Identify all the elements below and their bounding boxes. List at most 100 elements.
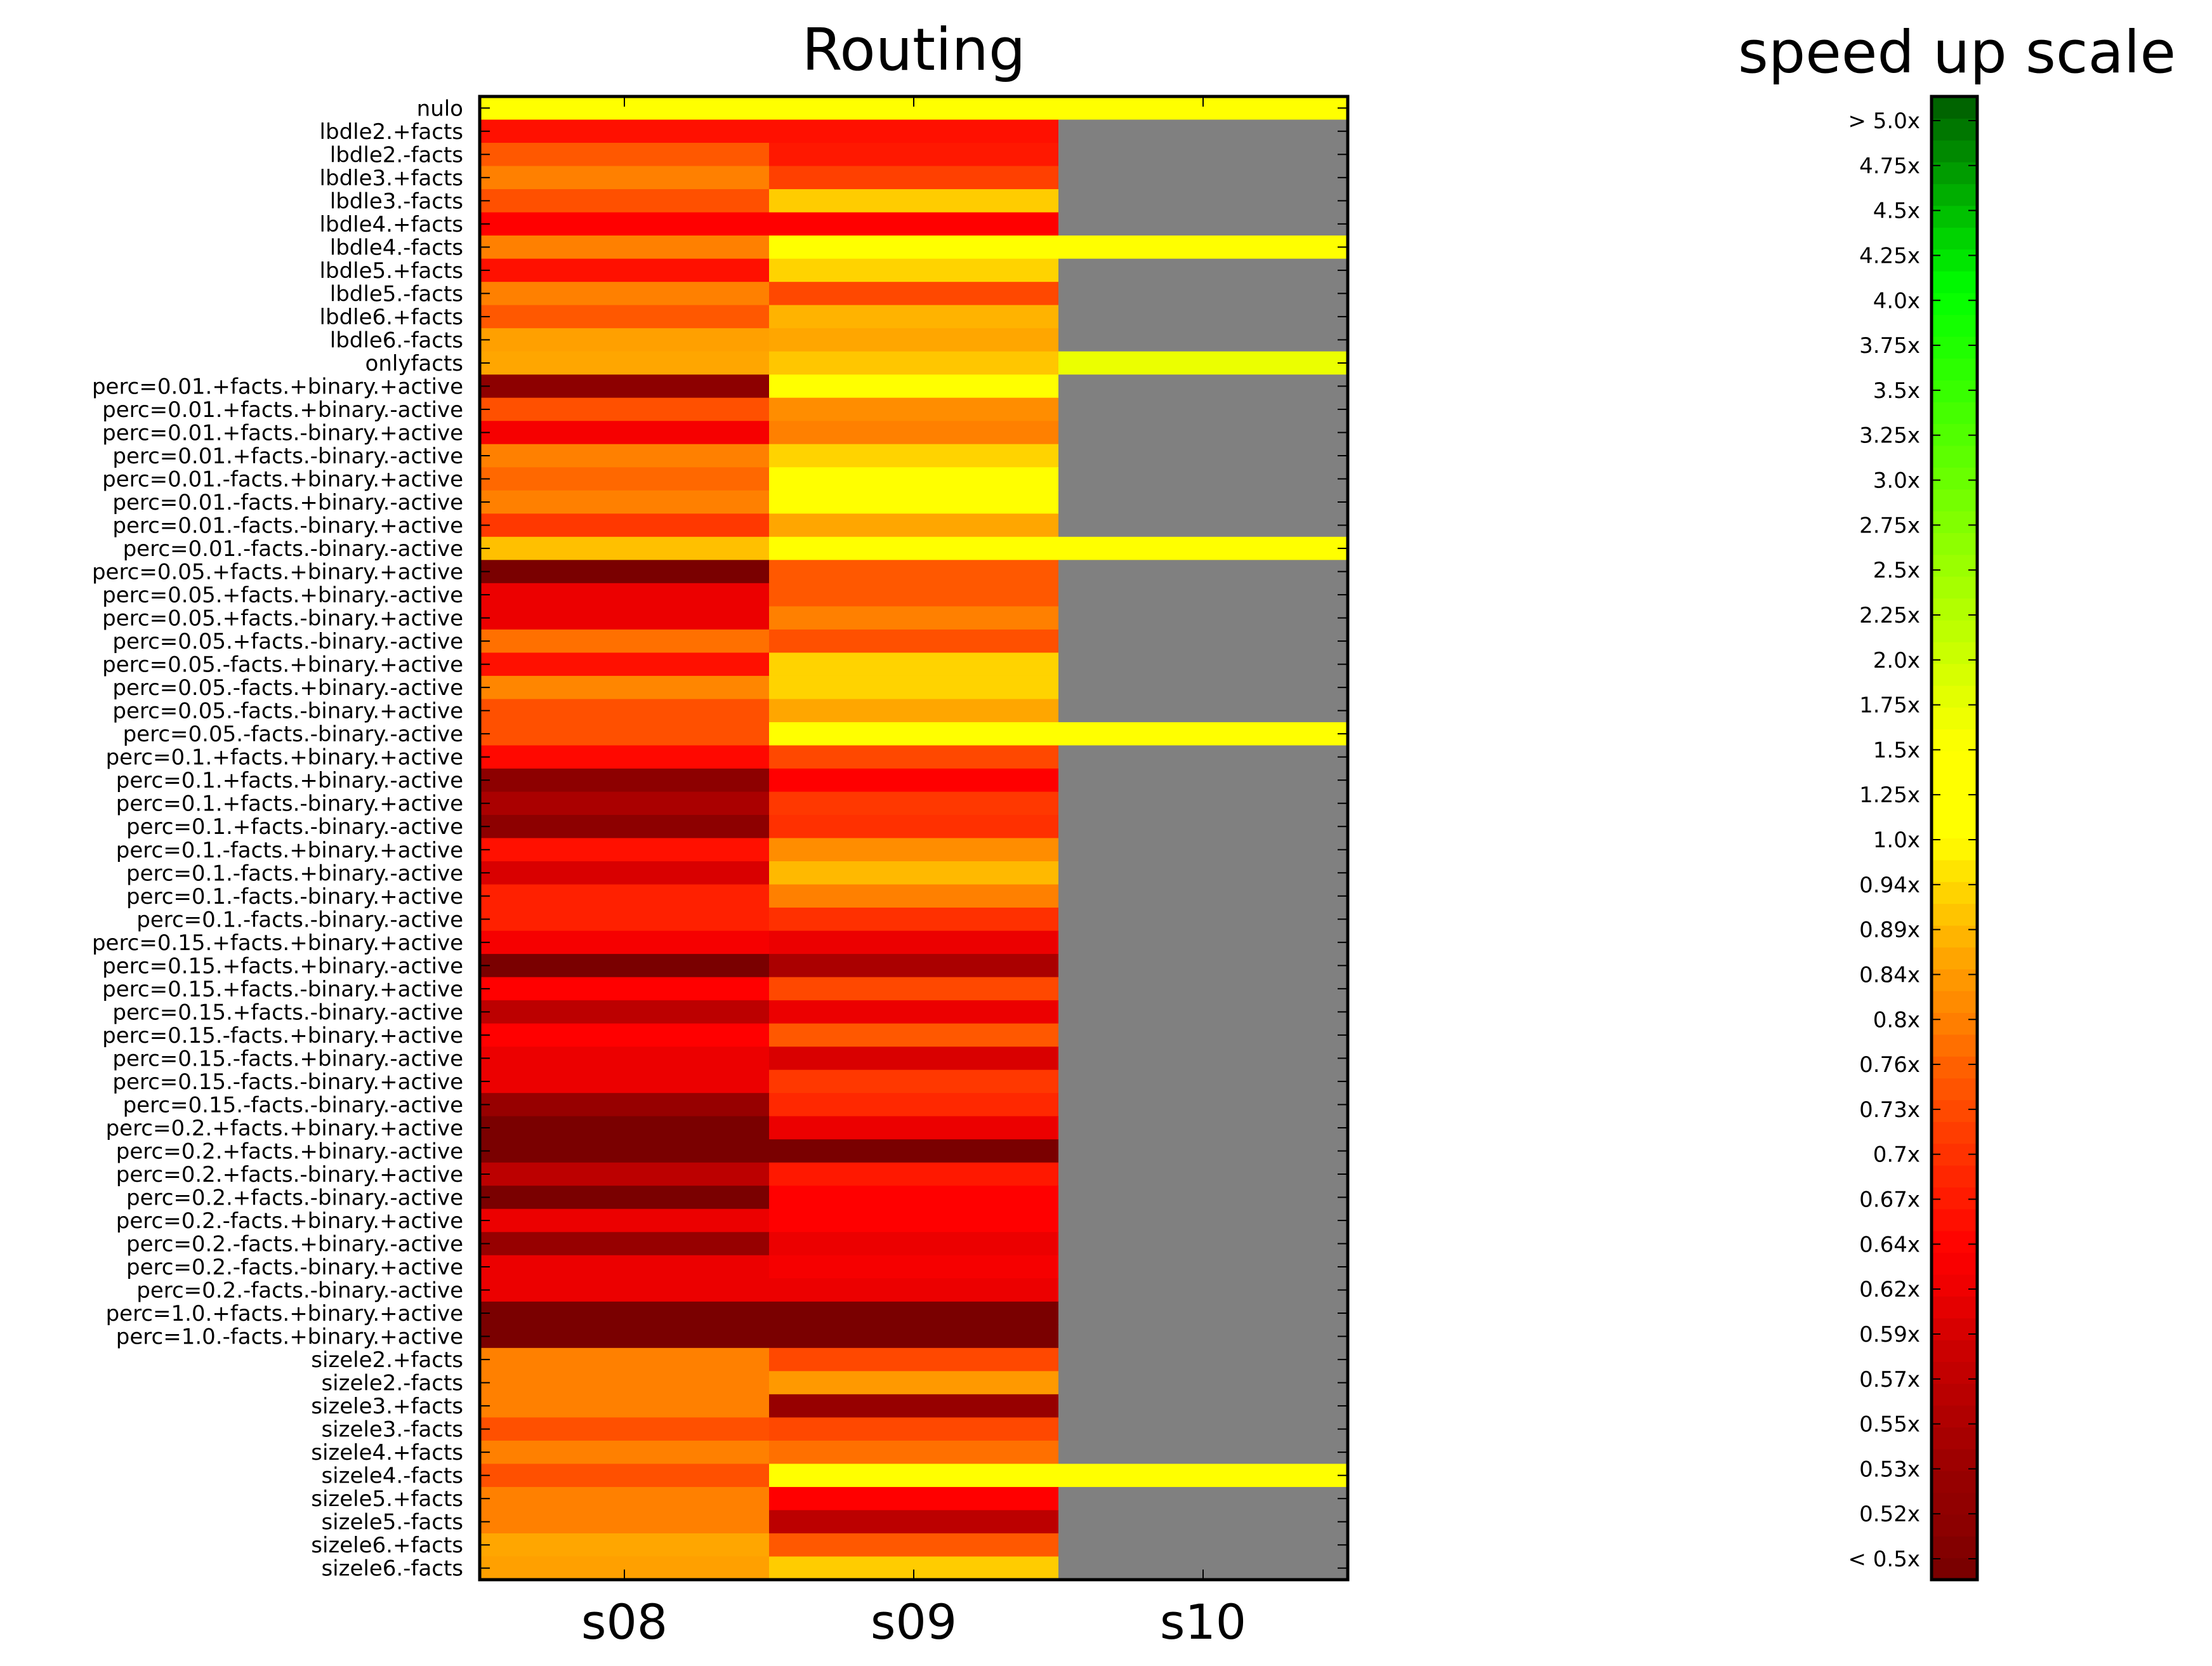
row-label: sizele5.-facts	[321, 1510, 463, 1535]
heatmap-cell	[769, 513, 1059, 538]
colorbar-tick-label: 2.75x	[1859, 513, 1920, 538]
colorbar-tick-label: 2.0x	[1873, 648, 1920, 673]
heatmap-cell	[1058, 1255, 1348, 1279]
heatmap-cell	[1058, 536, 1348, 560]
heatmap-cell	[769, 1278, 1059, 1302]
heatmap-cell	[480, 1047, 770, 1071]
row-label: perc=0.2.+facts.+binary.-active	[116, 1139, 463, 1164]
heatmap-cell	[480, 1533, 770, 1557]
row-label: perc=0.15.+facts.-binary.-active	[112, 1000, 463, 1025]
heatmap-cell	[1058, 421, 1348, 445]
heatmap-cell	[1058, 1139, 1348, 1163]
colorbar-tick-label: 0.53x	[1859, 1457, 1920, 1482]
row-label: perc=0.01.-facts.+binary.+active	[102, 467, 463, 493]
heatmap-cell	[1058, 513, 1348, 538]
colorbar-swatch	[1932, 532, 1977, 555]
heatmap-cell	[480, 629, 770, 653]
colorbar-swatch	[1932, 1099, 1977, 1122]
heatmap-cell	[769, 444, 1059, 468]
colorbar-swatch	[1932, 1427, 1977, 1450]
heatmap-cell	[1058, 1186, 1348, 1210]
colorbar-swatch	[1932, 1121, 1977, 1144]
heatmap-cell	[769, 1533, 1059, 1557]
colorbar-swatch	[1932, 314, 1977, 337]
heatmap-cells	[480, 96, 1348, 1580]
colorbar-swatch	[1932, 838, 1977, 861]
row-label: perc=0.05.-facts.-binary.-active	[123, 722, 463, 747]
heatmap-cell	[480, 166, 770, 190]
colorbar-swatch	[1932, 816, 1977, 839]
heatmap-cell	[769, 1232, 1059, 1256]
row-label: onlyfacts	[365, 351, 463, 376]
heatmap-cell	[769, 1510, 1059, 1534]
colorbar-swatch	[1932, 402, 1977, 425]
heatmap-cell	[769, 1139, 1059, 1163]
heatmap-cell	[769, 305, 1059, 329]
heatmap-cell	[1058, 722, 1348, 746]
colorbar-swatch	[1932, 205, 1977, 228]
row-label: perc=0.2.-facts.-binary.+active	[126, 1255, 463, 1280]
heatmap-cell	[769, 908, 1059, 932]
colorbar-frame	[1930, 95, 1979, 1582]
heatmap-cell	[480, 444, 770, 468]
heatmap-cell	[769, 258, 1059, 282]
colorbar-swatch	[1932, 1165, 1977, 1187]
colorbar-swatch	[1932, 1012, 1977, 1035]
heatmap-cell	[1058, 305, 1348, 329]
heatmap-cell	[769, 838, 1059, 862]
colorbar-swatch	[1932, 489, 1977, 512]
heatmap-cell	[1058, 1023, 1348, 1047]
row-label: lbdle3.+facts	[320, 166, 463, 191]
colorbar-swatch	[1932, 1318, 1977, 1340]
heatmap-cell	[480, 1093, 770, 1117]
colorbar-swatch	[1932, 1208, 1977, 1231]
heatmap-cell	[769, 467, 1059, 491]
heatmap-cell	[769, 629, 1059, 653]
heatmap-cell	[480, 1116, 770, 1140]
heatmap-cell	[769, 1347, 1059, 1372]
row-label: perc=1.0.-facts.+binary.+active	[116, 1325, 463, 1350]
heatmap-cell	[1058, 1116, 1348, 1140]
heatmap-cell	[480, 1510, 770, 1534]
heatmap-cell	[1058, 1208, 1348, 1233]
colorbar-tick-label: < 0.5x	[1848, 1547, 1921, 1572]
row-label: sizele3.-facts	[321, 1417, 463, 1443]
heatmap-cell	[480, 606, 770, 630]
heatmap-cell	[769, 1116, 1059, 1140]
heatmap-cell	[1058, 490, 1348, 514]
row-label: perc=0.15.-facts.+binary.+active	[102, 1023, 463, 1048]
heatmap-frame	[478, 95, 1350, 1582]
heatmap-cell	[480, 305, 770, 329]
column-label: s10	[1160, 1594, 1246, 1650]
heatmap-cell	[480, 421, 770, 445]
heatmap-cell	[480, 884, 770, 908]
heatmap-cell	[480, 1278, 770, 1302]
row-label: perc=0.01.+facts.+binary.+active	[92, 374, 463, 399]
heatmap-cell	[769, 490, 1059, 514]
colorbar-tick-label: 3.75x	[1859, 333, 1920, 359]
row-label: sizele4.-facts	[321, 1464, 463, 1489]
colorbar-tick-label: 4.0x	[1873, 288, 1920, 314]
heatmap-cell	[769, 791, 1059, 816]
colorbar-swatch	[1932, 729, 1977, 751]
colorbar-tick-label: 0.59x	[1859, 1322, 1920, 1347]
colorbar-swatch	[1932, 576, 1977, 599]
heatmap-cell	[480, 328, 770, 352]
colorbar-swatch	[1932, 293, 1977, 315]
heatmap-cell	[769, 1301, 1059, 1325]
colorbar-swatch	[1932, 903, 1977, 926]
colorbar-swatch	[1932, 991, 1977, 1014]
row-label: perc=0.1.+facts.-binary.-active	[126, 814, 463, 840]
heatmap-cell	[769, 722, 1059, 746]
heatmap-cell	[1058, 1000, 1348, 1024]
row-label: lbdle2.+facts	[320, 119, 463, 145]
heatmap-cell	[480, 814, 770, 839]
heatmap-cell	[769, 328, 1059, 352]
heatmap-cell	[769, 166, 1059, 190]
colorbar-swatch	[1932, 969, 1977, 991]
row-label: perc=0.2.+facts.+binary.+active	[106, 1116, 463, 1141]
colorbar-swatch	[1932, 467, 1977, 490]
colorbar-tick-label: 0.8x	[1873, 1007, 1920, 1033]
heatmap-cell	[1058, 374, 1348, 399]
row-label: perc=0.1.-facts.-binary.-active	[136, 907, 463, 932]
